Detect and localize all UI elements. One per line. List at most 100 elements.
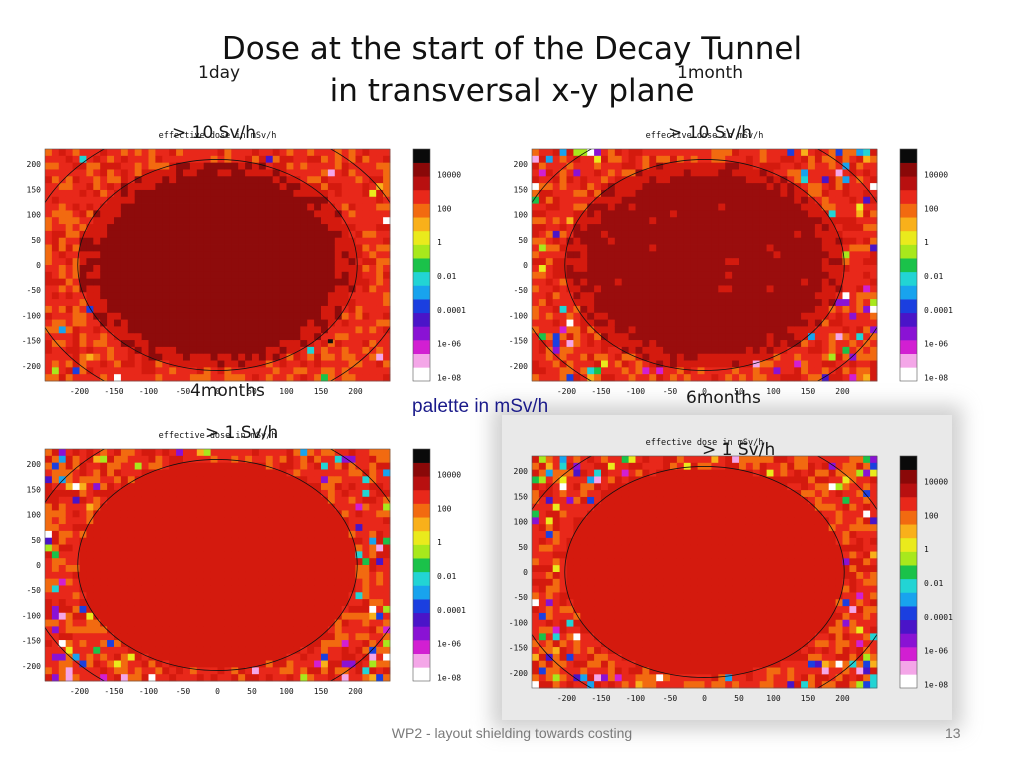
heatmap-cell (176, 544, 184, 552)
heatmap-cell (635, 149, 643, 157)
heatmap-cell (594, 360, 602, 368)
heatmap-cell (334, 271, 343, 280)
heatmap-cell (238, 503, 246, 511)
heatmap-cell (704, 162, 712, 170)
heatmap-cell (51, 483, 60, 491)
heatmap-cell (787, 203, 795, 211)
heatmap-cell (155, 319, 163, 327)
heatmap-cell (286, 224, 294, 232)
heatmap-cell (155, 326, 163, 334)
heatmap-cell (573, 258, 581, 266)
heatmap-cell (538, 176, 547, 184)
heatmap-cell (766, 333, 774, 341)
heatmap-cell (58, 176, 67, 184)
heatmap-cell (745, 230, 754, 239)
heatmap-cell (252, 558, 260, 566)
heatmap-cell (114, 571, 122, 580)
heatmap-cell (538, 237, 547, 245)
heatmap-cell (238, 517, 246, 525)
heatmap-cell (134, 258, 142, 266)
heatmap-cell (552, 258, 560, 266)
heatmap-cell (258, 271, 267, 280)
heatmap-cell (155, 653, 163, 661)
heatmap-cell (127, 653, 136, 661)
heatmap-cell (210, 374, 218, 382)
heatmap-cell (828, 278, 836, 286)
heatmap-cell (127, 510, 136, 518)
heatmap-cell (127, 196, 136, 204)
heatmap-cell (148, 558, 156, 566)
heatmap-cell (65, 585, 73, 593)
heatmap-cell (745, 251, 754, 259)
heatmap-cell (314, 265, 322, 273)
heatmap-cell (252, 544, 260, 552)
heatmap-cell (532, 258, 540, 266)
heatmap-cell (252, 653, 260, 661)
heatmap-cell (383, 183, 391, 191)
heatmap-cell (183, 346, 191, 355)
heatmap-cell (683, 251, 692, 259)
heatmap-cell (628, 278, 636, 286)
heatmap-cell (545, 292, 554, 300)
heatmap-cell (183, 326, 191, 334)
heatmap-cell (155, 292, 163, 300)
heatmap-cell (635, 183, 643, 191)
heatmap-cell (725, 319, 733, 327)
heatmap-cell (300, 162, 308, 170)
heatmap-cell (45, 149, 53, 157)
heatmap-cell (663, 353, 671, 361)
heatmap-cell (203, 244, 211, 252)
heatmap-cell (690, 292, 698, 300)
heatmap-cell (321, 455, 329, 464)
heatmap-cell (279, 667, 287, 675)
heatmap-cell (176, 612, 184, 620)
heatmap-cell (51, 196, 60, 204)
heatmap-cell (348, 230, 356, 239)
heatmap-cell (169, 476, 177, 484)
heatmap-cell (580, 189, 588, 198)
heatmap-cell (739, 299, 747, 307)
heatmap-cell (856, 374, 864, 382)
heatmap-cell (286, 340, 294, 348)
heatmap-cell (189, 592, 198, 600)
heatmap-cell (238, 626, 246, 634)
heatmap-cell (732, 203, 740, 211)
heatmap-cell (286, 176, 294, 184)
heatmap-cell (203, 599, 211, 607)
heatmap-cell (711, 244, 719, 252)
heatmap-cell (238, 271, 246, 280)
heatmap-cell (773, 183, 781, 191)
heatmap-cell (238, 455, 246, 464)
heatmap-cell (120, 585, 129, 593)
heatmap-cell (189, 483, 198, 491)
heatmap-cell (718, 210, 726, 218)
heatmap-cell (538, 203, 547, 211)
heatmap-cell (58, 326, 67, 334)
heatmap-cell (293, 292, 301, 300)
heatmap-cell (51, 592, 60, 600)
heatmap-cell (189, 449, 198, 457)
heatmap-cell (162, 217, 170, 225)
heatmap-cell (794, 333, 802, 341)
heatmap-cell (107, 155, 115, 164)
heatmap-cell (286, 299, 294, 307)
heatmap-cell (307, 667, 315, 675)
heatmap-cell (369, 340, 377, 348)
heatmap-cell (711, 149, 719, 157)
heatmap-cell (245, 633, 253, 641)
heatmap-cell (780, 203, 788, 211)
heatmap-cell (835, 230, 843, 239)
heatmap-cell (183, 612, 191, 620)
heatmap-cell (383, 230, 391, 239)
heatmap-cell (621, 244, 629, 252)
heatmap-cell (656, 360, 664, 368)
heatmap-cell (773, 149, 781, 157)
heatmap-cell (231, 230, 239, 239)
heatmap-cell (224, 585, 232, 593)
heatmap-cell (162, 326, 170, 334)
heatmap-cell (58, 496, 67, 504)
heatmap-cell (141, 476, 149, 484)
heatmap-cell (376, 169, 384, 177)
heatmap-cell (559, 183, 567, 191)
heatmap-cell (773, 189, 781, 198)
